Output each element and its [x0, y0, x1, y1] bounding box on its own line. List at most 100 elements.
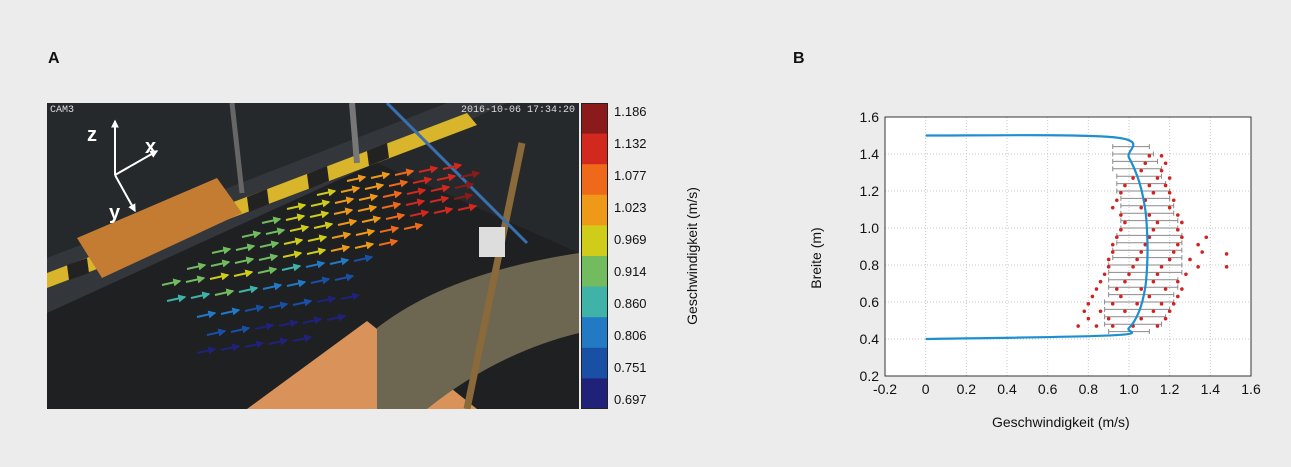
data-point [1131, 265, 1135, 269]
data-point [1167, 205, 1172, 210]
data-point [1086, 302, 1091, 306]
velocity-vector [278, 319, 299, 328]
data-point [1180, 220, 1184, 225]
colorbar-tick-label: 0.860 [614, 296, 647, 311]
data-point [1143, 161, 1148, 166]
velocity-vector [220, 307, 241, 316]
data-point [1106, 265, 1111, 269]
data-point [1139, 287, 1143, 291]
velocity-vector [286, 202, 307, 211]
y-tick-label: 1.2 [860, 183, 880, 199]
colorbar-segment [581, 133, 608, 165]
velocity-vector [358, 193, 379, 202]
velocity-vector [186, 262, 207, 271]
data-point [1098, 309, 1103, 314]
data-point [1086, 316, 1091, 321]
velocity-vector [307, 234, 328, 243]
data-point [1110, 250, 1115, 254]
data-point [1139, 316, 1143, 321]
velocity-vector [403, 222, 424, 231]
camera-timestamp: 2016-10-06 17:34:20 [460, 105, 575, 116]
x-tick-label: 1.4 [1201, 381, 1221, 397]
x-tick-label: 0.2 [957, 381, 977, 397]
data-point [1155, 176, 1160, 180]
data-point [1224, 265, 1229, 269]
data-point [1076, 324, 1080, 328]
data-point [1200, 250, 1204, 254]
y-tick-label: 1.6 [860, 109, 880, 125]
data-point [1139, 205, 1143, 210]
colorbar-segment [581, 194, 608, 226]
data-point [1147, 183, 1152, 188]
velocity-vector [340, 292, 361, 301]
data-point [1167, 309, 1172, 314]
camera-scene: z x y [47, 103, 579, 409]
data-point [1143, 242, 1148, 247]
axis-y-label: y [109, 202, 121, 224]
data-point [1171, 250, 1176, 254]
velocity-vector [333, 207, 354, 216]
velocity-vector [346, 174, 367, 183]
velocity-vector [309, 210, 330, 219]
x-tick-label: 0.4 [997, 381, 1017, 397]
velocity-vector [433, 206, 454, 215]
velocity-vector [354, 241, 375, 250]
data-point [1151, 191, 1156, 195]
data-point [1184, 272, 1188, 277]
data-point [1094, 324, 1099, 328]
colorbar-tick-label: 1.023 [614, 200, 647, 215]
y-tick-label: 1.0 [860, 220, 880, 236]
x-tick-label: -0.2 [873, 381, 897, 397]
velocity-vector [326, 313, 347, 322]
data-point [1119, 191, 1123, 195]
velocity-vector [238, 285, 259, 294]
velocity-vector [405, 198, 426, 207]
data-point [1176, 242, 1180, 247]
velocity-vector [306, 247, 327, 256]
velocity-vector [460, 170, 481, 179]
velocity-vector [268, 337, 289, 346]
data-point [1098, 279, 1103, 284]
velocity-vector [261, 216, 282, 225]
data-point [1106, 316, 1111, 321]
y-tick-label: 0.6 [860, 294, 880, 310]
velocity-vector [286, 279, 307, 288]
data-point [1147, 154, 1152, 158]
data-point [1151, 228, 1156, 232]
velocity-vector [258, 253, 279, 262]
data-point [1163, 316, 1168, 321]
data-point [1110, 242, 1115, 247]
velocity-vector [190, 291, 211, 300]
velocity-vector [429, 195, 450, 204]
data-point [1176, 228, 1180, 232]
data-point [1110, 302, 1115, 306]
velocity-vector [161, 278, 182, 287]
y-tick-label: 1.4 [860, 146, 880, 162]
data-point [1115, 235, 1119, 240]
data-point [1119, 213, 1123, 217]
data-point [1196, 265, 1200, 269]
velocity-vector [166, 294, 187, 303]
velocity-vector [283, 237, 304, 246]
velocity-vector [310, 199, 331, 208]
velocity-vector [364, 182, 385, 191]
data-point [1159, 265, 1164, 269]
x-tick-label: 0.8 [1079, 381, 1099, 397]
colorbar-tick-label: 1.186 [614, 104, 647, 119]
velocity-vector [244, 340, 265, 349]
velocity-vector [196, 310, 217, 319]
velocity-vector [388, 179, 409, 188]
velocity-vector [196, 346, 217, 355]
x-tick-label: 1.2 [1160, 381, 1180, 397]
x-tick-label: 1.0 [1119, 381, 1139, 397]
colorbar-tick-label: 1.132 [614, 136, 647, 151]
y-tick-label: 0.4 [860, 331, 880, 347]
velocity-vector [268, 301, 289, 310]
data-point [1102, 272, 1107, 277]
velocity-vector [282, 250, 303, 259]
data-point [1090, 294, 1095, 299]
axis-z-label: z [87, 124, 97, 146]
data-point [1135, 302, 1139, 306]
colorbar-segment [581, 317, 608, 349]
velocity-vector [409, 209, 430, 218]
